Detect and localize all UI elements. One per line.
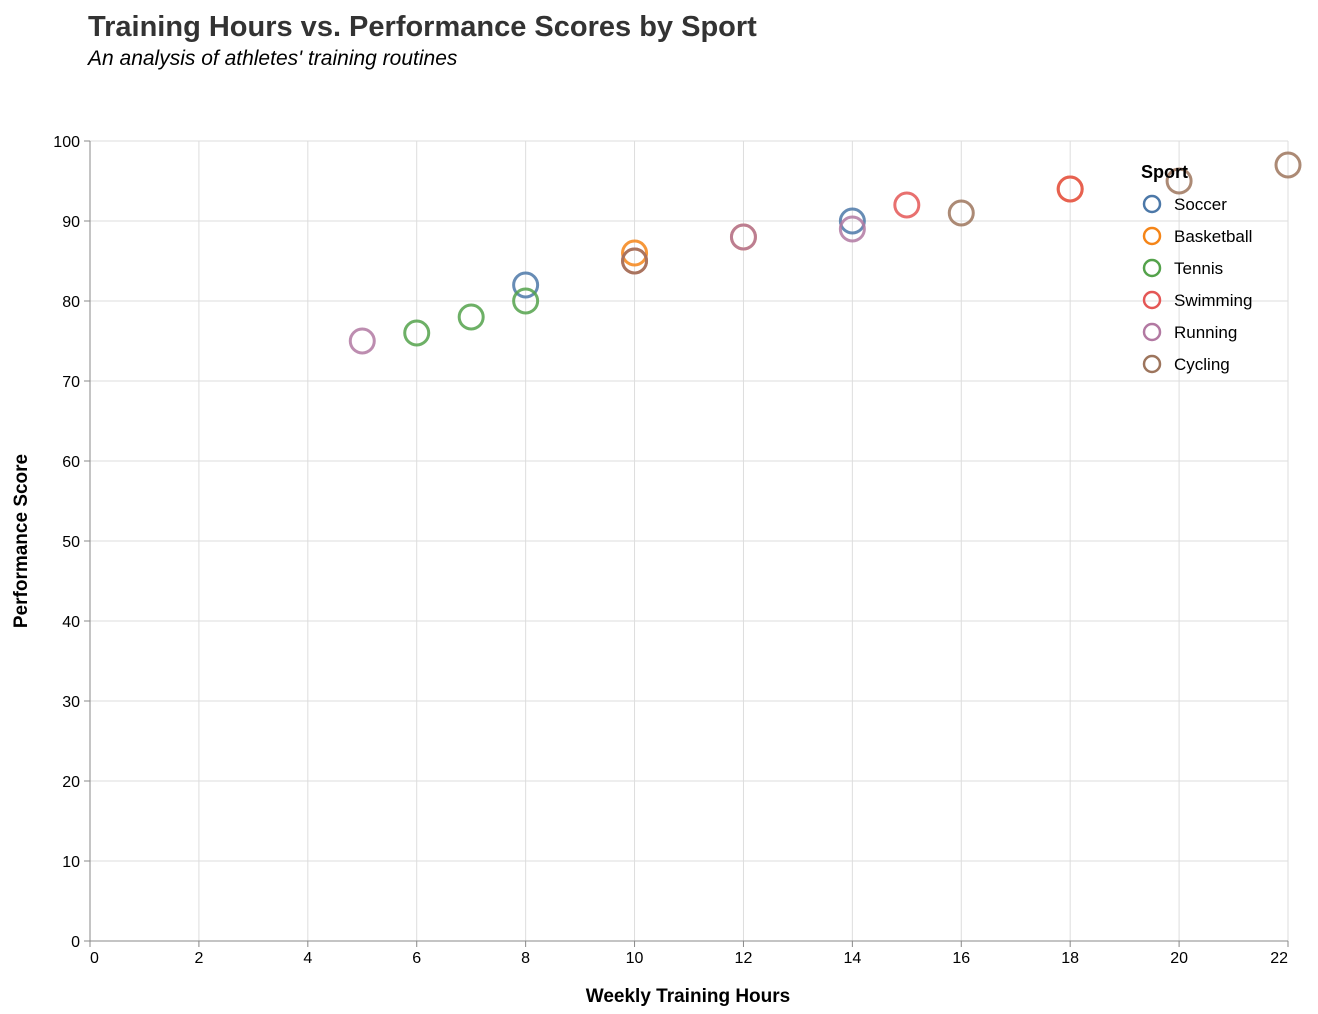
y-tick-label: 80 bbox=[62, 294, 80, 311]
y-tick-label: 30 bbox=[62, 694, 80, 711]
data-point-cycling bbox=[1165, 167, 1193, 195]
data-point-tennis bbox=[403, 319, 431, 347]
data-points bbox=[348, 151, 1302, 355]
y-tick-label: 90 bbox=[62, 214, 80, 231]
legend-label-basketball: Basketball bbox=[1174, 227, 1252, 246]
data-point-cycling bbox=[1274, 151, 1302, 179]
y-tick-label: 70 bbox=[62, 374, 80, 391]
x-tick-label: 18 bbox=[1061, 950, 1079, 967]
y-tick-label: 60 bbox=[62, 454, 80, 471]
data-point-cycling bbox=[947, 199, 975, 227]
x-tick-label: 10 bbox=[626, 950, 644, 967]
x-tick-label: 14 bbox=[843, 950, 861, 967]
y-tick-label: 40 bbox=[62, 614, 80, 631]
grid-lines bbox=[89, 140, 1289, 942]
data-point-cycling bbox=[621, 247, 649, 275]
legend-symbol-swimming bbox=[1142, 290, 1162, 310]
y-axis-title: Performance Score bbox=[11, 454, 32, 628]
legend-symbol-soccer bbox=[1142, 194, 1162, 214]
data-point-running bbox=[838, 215, 866, 243]
chart-subtitle: An analysis of athletes' training routin… bbox=[86, 47, 458, 70]
legend-symbol-cycling bbox=[1142, 354, 1162, 374]
y-tick-label: 50 bbox=[62, 534, 80, 551]
legend-title: Sport bbox=[1141, 162, 1188, 182]
x-tick-label: 8 bbox=[521, 950, 530, 967]
data-point-soccer bbox=[838, 207, 866, 235]
data-point-soccer bbox=[512, 271, 540, 299]
data-point-tennis bbox=[512, 287, 540, 315]
data-point-running bbox=[348, 327, 376, 355]
y-tick-label: 10 bbox=[62, 854, 80, 871]
y-tick-label: 20 bbox=[62, 774, 80, 791]
chart-title: Training Hours vs. Performance Scores by… bbox=[88, 11, 757, 43]
data-point-basketball bbox=[621, 239, 649, 267]
x-tick-label: 20 bbox=[1170, 950, 1188, 967]
legend-label-cycling: Cycling bbox=[1174, 355, 1230, 374]
legend: Sport Soccer Basketball Tennis Swimming Runn… bbox=[1141, 162, 1252, 374]
data-point-swimming bbox=[1056, 175, 1084, 203]
data-point-running bbox=[729, 223, 757, 251]
x-tick-label: 6 bbox=[412, 950, 421, 967]
legend-symbol-running bbox=[1142, 322, 1162, 342]
axes: 0 2 4 6 8 10 12 14 16 18 20 22 0 10 20 30 40 50 60 70 80 90 10… bbox=[53, 134, 1289, 967]
x-tick-label: 12 bbox=[735, 950, 753, 967]
data-point-tennis bbox=[457, 303, 485, 331]
x-axis-title: Weekly Training Hours bbox=[586, 986, 790, 1007]
x-tick-label: 0 bbox=[90, 950, 99, 967]
legend-label-running: Running bbox=[1174, 323, 1237, 342]
x-tick-label: 22 bbox=[1270, 950, 1288, 967]
y-tick-label: 100 bbox=[53, 134, 80, 151]
legend-symbol-tennis bbox=[1142, 258, 1162, 278]
x-tick-label: 4 bbox=[303, 950, 312, 967]
legend-label-swimming: Swimming bbox=[1174, 291, 1252, 310]
legend-label-tennis: Tennis bbox=[1174, 259, 1223, 278]
y-tick-label: 0 bbox=[71, 934, 80, 951]
data-point-swimming bbox=[893, 191, 921, 219]
x-tick-label: 16 bbox=[952, 950, 970, 967]
legend-symbol-basketball bbox=[1142, 226, 1162, 246]
legend-label-soccer: Soccer bbox=[1174, 195, 1227, 214]
x-tick-label: 2 bbox=[194, 950, 203, 967]
